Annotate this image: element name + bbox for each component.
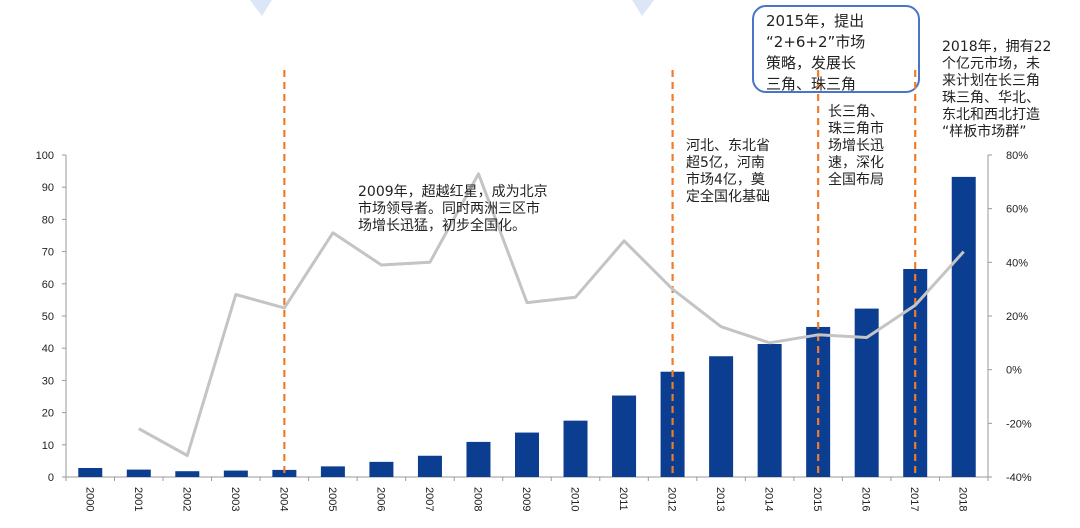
- left-tick-label: 60: [42, 279, 54, 291]
- left-tick-label: 100: [36, 150, 54, 162]
- x-tick-label: 2001: [132, 487, 144, 511]
- bar: [951, 176, 976, 477]
- bar: [126, 469, 151, 477]
- annotation-2015: 长三角、: [828, 104, 884, 120]
- bar: [417, 455, 442, 477]
- annotation-2018: 2018年，拥有22: [942, 39, 1051, 55]
- growth-line: [138, 172, 965, 457]
- annotation-2009: 2009年，超越红星，成为北京: [358, 184, 548, 200]
- x-tick-label: 2004: [277, 487, 289, 511]
- x-tick-label: 2014: [763, 487, 775, 511]
- annotation-2018: 来计划在长三角: [942, 73, 1040, 89]
- bar: [369, 461, 394, 477]
- annotation-2012: 超5亿，河南: [686, 155, 765, 171]
- bar: [563, 420, 588, 477]
- annotation-2015: 速，深化: [828, 155, 884, 171]
- annotation-2012: 定全国化基础: [686, 188, 770, 205]
- decor-mark-right: [632, 0, 654, 16]
- x-tick-label: 2007: [423, 487, 435, 511]
- left-tick-label: 10: [42, 440, 54, 452]
- left-tick-label: 40: [42, 343, 54, 355]
- bar: [466, 441, 491, 477]
- left-tick-label: 30: [42, 375, 54, 387]
- x-tick-label: 2011: [617, 487, 629, 511]
- annotation-2015: 全国布局: [828, 171, 884, 188]
- bar: [709, 356, 734, 477]
- x-tick-label: 2010: [569, 487, 581, 511]
- right-tick-label: -20%: [1006, 418, 1032, 430]
- annotation-2015-strategy: “2+6+2”市场: [766, 33, 865, 51]
- annotation-2015: 场增长迅: [828, 138, 884, 154]
- annotation-2012: 市场4亿，奠: [686, 171, 765, 188]
- x-tick-label: 2000: [83, 487, 95, 511]
- growth-line-series: [138, 172, 965, 457]
- x-tick-label: 2002: [180, 487, 192, 511]
- x-tick-label: 2005: [326, 487, 338, 511]
- annotation-2018: “样板市场群”: [942, 123, 1027, 140]
- right-tick-label: 80%: [1006, 150, 1028, 162]
- x-tick-label: 2006: [374, 487, 386, 511]
- x-tick-label: 2003: [229, 487, 241, 511]
- bar: [272, 469, 297, 477]
- left-tick-label: 90: [42, 182, 54, 194]
- right-tick-label: 20%: [1006, 311, 1028, 323]
- bar: [78, 467, 103, 477]
- bar-series: [78, 176, 976, 477]
- annotation-2015: 珠三角市: [828, 120, 884, 137]
- bar: [757, 344, 782, 477]
- annotation-2018: 个亿元市场，未: [942, 55, 1040, 72]
- bar: [223, 470, 248, 477]
- bar: [612, 395, 637, 477]
- annotation-2009: 市场领导者。同时两洲三区市: [358, 200, 540, 217]
- left-tick-label: 70: [42, 247, 54, 259]
- annotations: 2009年，超越红星，成为北京市场领导者。同时两洲三区市场增长迅猛，初步全国化。…: [358, 12, 1051, 234]
- right-tick-label: 0%: [1006, 365, 1022, 377]
- strategy-callout-box: [752, 5, 920, 93]
- left-tick-label: 80: [42, 214, 54, 226]
- x-tick-label: 2016: [860, 487, 872, 511]
- x-tick-label: 2012: [666, 487, 678, 511]
- annotation-2015-strategy: 策略，发展长: [766, 54, 856, 72]
- right-tick-label: 40%: [1006, 257, 1028, 269]
- bar: [854, 308, 879, 477]
- x-tick-label: 2013: [714, 487, 726, 511]
- x-tick-label: 2009: [520, 487, 532, 511]
- x-tick-label: 2018: [957, 487, 969, 511]
- left-tick-label: 0: [48, 472, 54, 484]
- annotation-2015-strategy: 三角、珠三角: [766, 75, 856, 93]
- left-tick-label: 50: [42, 311, 54, 323]
- x-tick-label: 2008: [471, 487, 483, 511]
- left-tick-label: 20: [42, 408, 54, 420]
- bar: [320, 466, 345, 477]
- annotation-2018: 东北和西北打造: [942, 106, 1040, 123]
- right-tick-label: 60%: [1006, 204, 1028, 216]
- annotation-2009: 场增长迅猛，初步全国化。: [358, 217, 526, 234]
- event-lines: [283, 70, 917, 477]
- right-tick-label: -40%: [1006, 472, 1032, 484]
- x-tick-label: 2017: [908, 487, 920, 511]
- annotation-2012: 河北、东北省: [686, 138, 770, 154]
- bar: [175, 471, 200, 477]
- annotation-2018: 珠三角、华北、: [942, 90, 1040, 106]
- x-tick-labels: 2000 2001 2002 2003 2004 2005 2006 2007 2008 2009…: [83, 487, 968, 511]
- bar: [515, 432, 539, 477]
- x-tick-label: 2015: [811, 487, 823, 511]
- decor-mark-left: [250, 0, 272, 16]
- annotation-2015-strategy: 2015年，提出: [766, 12, 864, 30]
